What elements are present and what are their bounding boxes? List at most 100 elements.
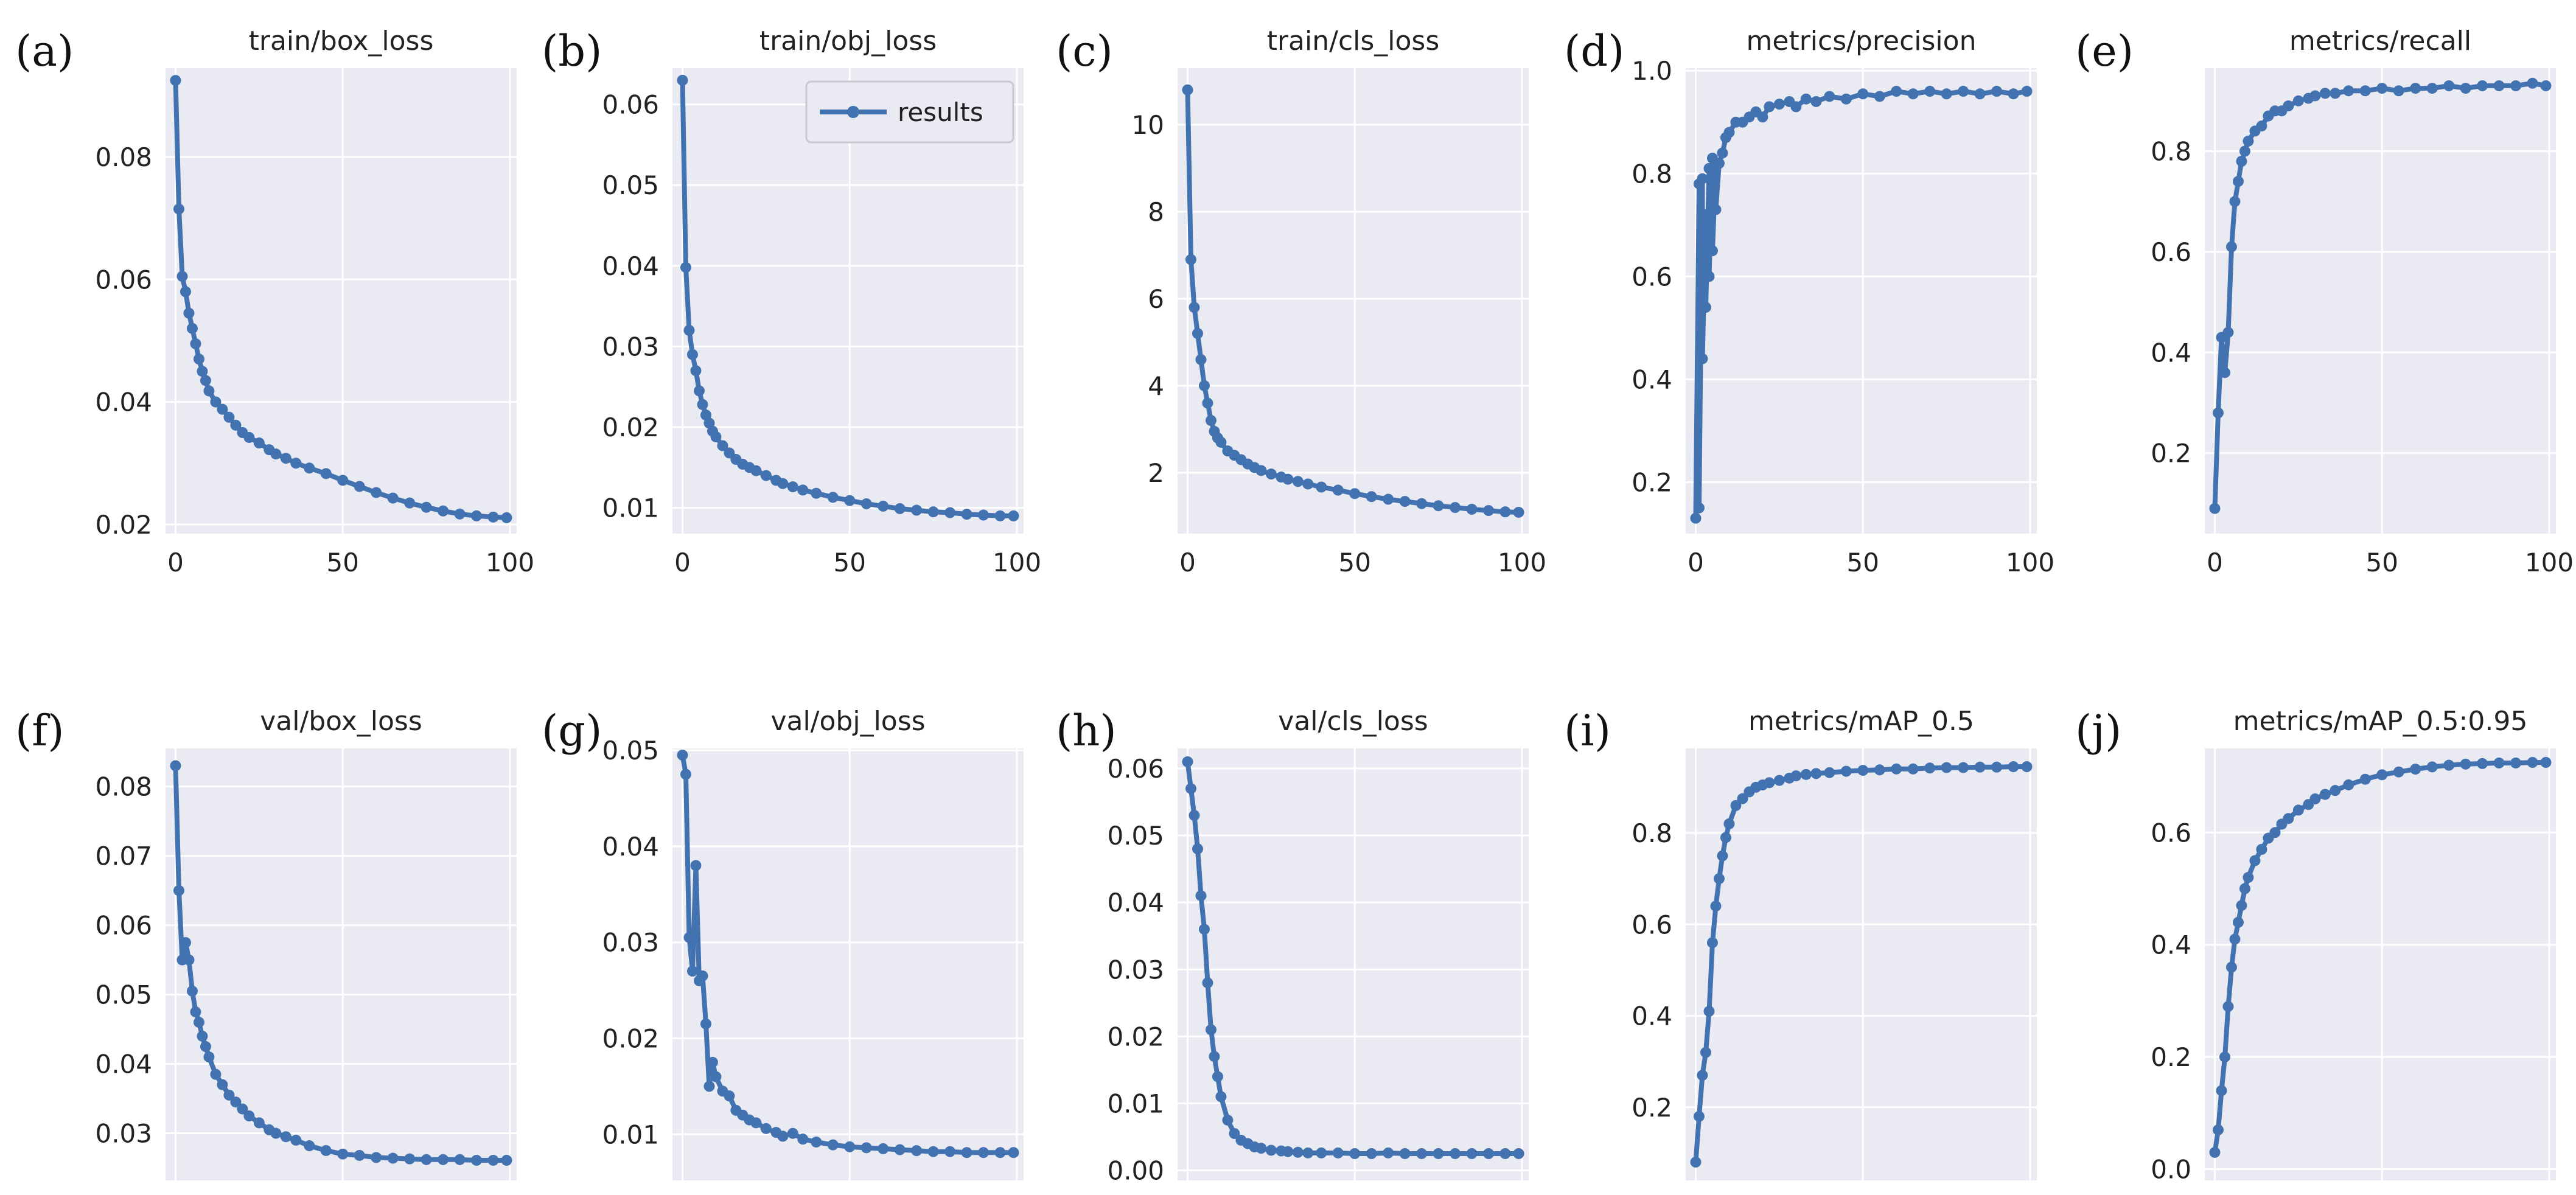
data-point — [927, 506, 939, 518]
data-point — [200, 375, 211, 386]
data-point — [710, 431, 722, 442]
data-point — [421, 501, 432, 513]
data-point — [2330, 785, 2341, 796]
data-point — [354, 1149, 365, 1161]
data-point — [1697, 1070, 1708, 1081]
data-point — [686, 349, 698, 360]
data-point — [1720, 832, 1731, 843]
data-point — [1713, 873, 1725, 885]
y-tick-label: 0.02 — [602, 1023, 659, 1053]
data-point — [471, 1154, 483, 1166]
data-point — [1383, 493, 1394, 505]
data-point — [760, 470, 772, 481]
data-point — [1891, 86, 1902, 97]
data-point — [170, 75, 181, 86]
data-point — [1499, 506, 1511, 518]
plot-area — [1178, 68, 1529, 534]
y-tick-label: 0.4 — [2151, 338, 2191, 368]
y-tick-label: 0.03 — [602, 332, 659, 361]
y-tick-label: 0.01 — [602, 493, 659, 523]
data-point — [2393, 766, 2404, 778]
data-point — [197, 1030, 208, 1042]
data-point — [927, 1146, 939, 1157]
legend: results — [805, 80, 1014, 144]
chart-title: val/cls_loss — [1278, 706, 1428, 737]
data-point — [304, 1140, 315, 1152]
x-tick-label: 100 — [993, 548, 1041, 577]
data-point — [2319, 789, 2331, 800]
data-point — [2309, 90, 2321, 102]
x-tick-label: 0 — [674, 548, 691, 577]
data-point — [404, 497, 416, 509]
data-point — [697, 970, 708, 981]
data-point — [1513, 1148, 1524, 1159]
data-point — [2239, 145, 2250, 157]
chart-panel-metrics-recall: 0 50 100 0.2 0.4 0.6 0.8 metrics/recall (e) — [2075, 26, 2574, 577]
data-point — [827, 492, 839, 503]
y-tick-label: 4 — [1148, 371, 1164, 401]
x-tick-label: 50 — [327, 548, 359, 577]
data-point — [1185, 254, 1196, 265]
data-point — [2540, 80, 2552, 91]
data-point — [961, 1147, 972, 1158]
data-point — [2236, 156, 2247, 167]
data-point — [1874, 91, 1885, 102]
y-tick-label: 0.2 — [1632, 1093, 1672, 1123]
data-point — [1466, 503, 1478, 515]
data-point — [683, 932, 695, 943]
y-tick-label: 0.05 — [95, 980, 152, 1010]
data-point — [1292, 1146, 1304, 1158]
data-point — [1941, 88, 1952, 100]
data-point — [2269, 827, 2281, 838]
data-point — [944, 507, 956, 518]
data-point — [978, 1147, 990, 1158]
plot-area — [1178, 748, 1529, 1180]
data-point — [1958, 762, 1969, 773]
data-point — [2343, 85, 2354, 97]
y-tick-label: 0.2 — [1632, 467, 1672, 497]
data-point — [811, 1136, 822, 1148]
data-point — [230, 1096, 242, 1108]
data-point — [270, 448, 282, 460]
data-point — [1433, 1148, 1444, 1159]
data-point — [1723, 127, 1735, 138]
data-point — [304, 462, 315, 474]
data-point — [1810, 96, 1822, 107]
data-point — [1416, 498, 1428, 509]
x-tick-label: 50 — [834, 548, 866, 577]
panel-letter: (c) — [1056, 26, 1113, 76]
data-point — [186, 322, 198, 334]
x-tick-label: 0 — [2207, 548, 2223, 577]
data-point — [1302, 1147, 1314, 1158]
data-point — [190, 338, 201, 349]
data-point — [961, 509, 972, 520]
data-point — [1450, 502, 1461, 514]
data-point — [1189, 302, 1200, 313]
data-point — [1703, 271, 1715, 282]
data-point — [404, 1153, 416, 1165]
data-point — [1790, 770, 1802, 782]
data-point — [710, 1071, 722, 1082]
data-point — [1182, 756, 1193, 768]
data-point — [1800, 768, 1812, 780]
data-point — [1483, 1148, 1495, 1159]
data-point — [203, 1051, 215, 1063]
data-point — [911, 1145, 923, 1157]
data-point — [2256, 843, 2267, 855]
data-point — [717, 440, 728, 451]
chart-panel-train-box-loss: 0 50 100 0.02 0.04 0.06 0.08 train/box_loss (a) — [15, 26, 534, 577]
data-point — [878, 500, 889, 512]
data-point — [2510, 80, 2522, 91]
plot-area — [166, 68, 517, 534]
data-point — [2343, 779, 2354, 790]
y-tick-label: 0.6 — [1632, 262, 1672, 291]
data-point — [173, 203, 184, 215]
data-point — [1690, 1156, 1702, 1168]
data-point — [230, 419, 242, 431]
data-point — [1450, 1148, 1461, 1159]
legend-box — [805, 80, 1014, 144]
data-point — [1513, 506, 1524, 518]
data-point — [1991, 761, 2003, 773]
data-point — [200, 1041, 211, 1053]
